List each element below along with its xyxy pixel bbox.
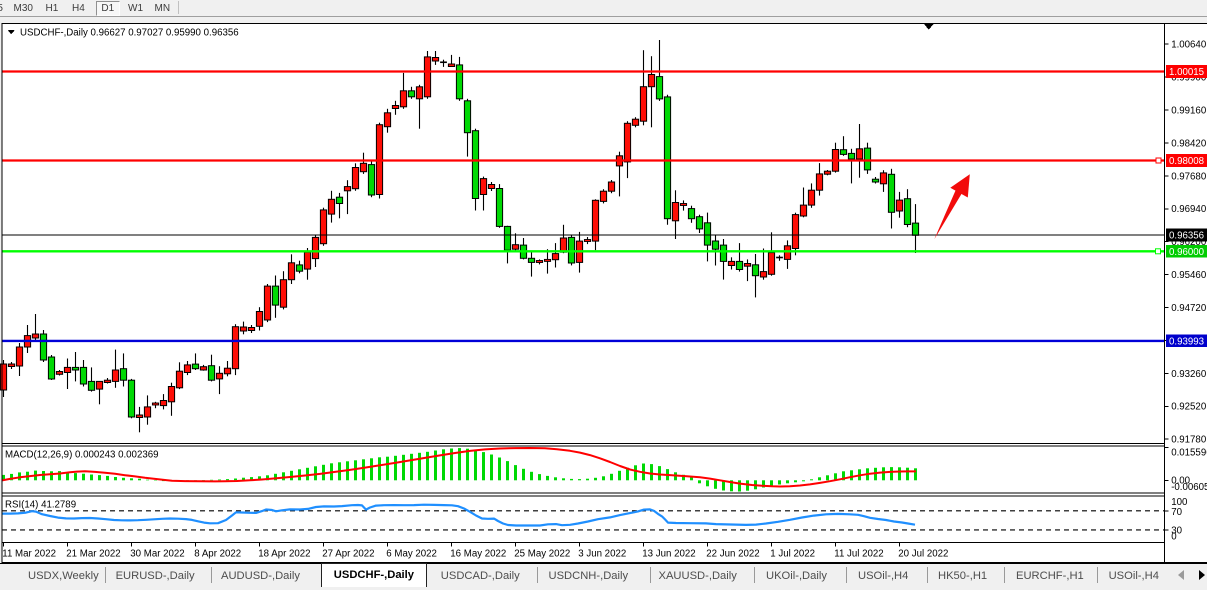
- svg-text:20 Jul 2022: 20 Jul 2022: [898, 549, 948, 560]
- svg-text:0.015596: 0.015596: [1171, 448, 1207, 459]
- svg-text:RSI(14) 41.2789: RSI(14) 41.2789: [5, 500, 76, 511]
- svg-text:0.94720: 0.94720: [1171, 303, 1207, 314]
- svg-text:1.00015: 1.00015: [1169, 67, 1204, 78]
- svg-text:0.00: 0.00: [1171, 476, 1190, 487]
- svg-text:0.92520: 0.92520: [1171, 402, 1207, 413]
- svg-text:0.99900: 0.99900: [1171, 73, 1207, 84]
- svg-text:18 Apr 2022: 18 Apr 2022: [258, 549, 310, 560]
- svg-text:22 Jun 2022: 22 Jun 2022: [706, 549, 759, 560]
- svg-text:0.98008: 0.98008: [1169, 156, 1204, 167]
- svg-text:21 Mar 2022: 21 Mar 2022: [66, 549, 120, 560]
- svg-text:0.96940: 0.96940: [1171, 204, 1207, 215]
- svg-text:-0.006055: -0.006055: [1171, 482, 1207, 493]
- svg-text:6 May 2022: 6 May 2022: [386, 549, 437, 560]
- svg-text:0.99160: 0.99160: [1171, 105, 1207, 116]
- svg-text:0.97680: 0.97680: [1171, 171, 1207, 182]
- svg-text:16 May 2022: 16 May 2022: [450, 549, 506, 560]
- svg-text:0.91780: 0.91780: [1171, 435, 1207, 446]
- svg-text:11 Jul 2022: 11 Jul 2022: [834, 549, 883, 560]
- svg-text:0.95460: 0.95460: [1171, 270, 1207, 281]
- svg-text:0.98420: 0.98420: [1171, 138, 1207, 149]
- svg-text:0.93260: 0.93260: [1171, 369, 1207, 380]
- svg-text:25 May 2022: 25 May 2022: [514, 549, 570, 560]
- svg-text:30: 30: [1171, 526, 1182, 537]
- svg-text:11 Mar 2022: 11 Mar 2022: [2, 549, 56, 560]
- svg-text:0.96200: 0.96200: [1171, 237, 1207, 248]
- svg-text:30 Mar 2022: 30 Mar 2022: [130, 549, 184, 560]
- svg-text:0.96356: 0.96356: [1169, 231, 1204, 242]
- svg-text:13 Jun 2022: 13 Jun 2022: [642, 549, 695, 560]
- svg-text:1 Jul 2022: 1 Jul 2022: [770, 549, 815, 560]
- svg-text:USDCHF-,Daily 0.96627 0.97027: USDCHF-,Daily 0.96627 0.97027 0.95990 0.…: [20, 28, 239, 39]
- svg-text:1.00640: 1.00640: [1171, 40, 1207, 51]
- svg-text:8 Apr 2022: 8 Apr 2022: [194, 549, 241, 560]
- svg-text:27 Apr 2022: 27 Apr 2022: [322, 549, 374, 560]
- svg-text:70: 70: [1171, 507, 1182, 518]
- svg-text:0.93993: 0.93993: [1169, 336, 1204, 347]
- svg-text:100: 100: [1171, 497, 1188, 508]
- svg-text:0.96000: 0.96000: [1169, 247, 1205, 258]
- svg-text:0: 0: [1171, 532, 1177, 543]
- svg-text:3 Jun 2022: 3 Jun 2022: [578, 549, 626, 560]
- svg-text:MACD(12,26,9) 0.000243 0.00236: MACD(12,26,9) 0.000243 0.002369: [5, 450, 159, 461]
